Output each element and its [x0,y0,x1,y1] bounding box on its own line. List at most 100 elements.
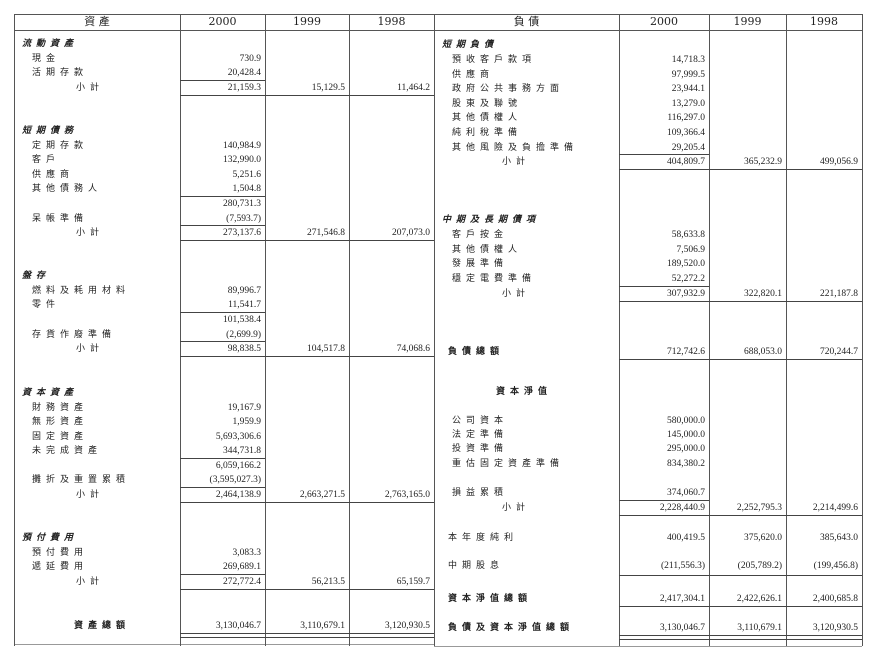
subtotal-top-rule [619,500,709,501]
value-2000: 52,272.2 [671,274,705,284]
assets-header-1999: 1999 [293,15,321,28]
row-label: 客戶按金 [452,230,509,240]
table-bottom-border [14,644,434,645]
value-2000: 21,159.3 [227,83,261,93]
row-bottom-rule [619,575,862,576]
value-1998: 3,120,930.5 [384,621,430,631]
assets-header-title: 資 產 [84,15,110,28]
value-2000: 730.9 [239,54,261,64]
row-label: 其他債權人 [452,113,523,123]
liabilities-column-divider [709,14,710,646]
value-2000: 3,130,046.7 [659,623,705,633]
value-2000: 2,464,138.9 [215,490,261,500]
value-2000: 834,380.2 [667,459,705,469]
table-bottom-border [434,646,862,647]
row-label: 存貨作廢準備 [32,330,117,340]
header-bottom-border [14,30,862,31]
row-label: 資本資產 [22,388,79,398]
value-2000: 307,932.9 [667,289,705,299]
value-1998: (199,456.8) [813,561,858,571]
value-2000: 58,633.8 [671,230,705,240]
value-1999: 56,213.5 [311,577,345,587]
row-label: 負債及資本淨值總額 [448,623,575,633]
value-1999: 3,110,679.1 [300,621,345,631]
value-2000: (2,699.9) [226,330,261,340]
value-2000: 13,279.0 [671,99,705,109]
value-2000: 3,130,046.7 [215,621,261,631]
sum-top-rule [180,312,265,313]
value-1999: 2,252,795.3 [736,503,782,513]
row-label: 其他風險及負擔準備 [452,143,579,153]
value-1999: 271,546.8 [307,228,345,238]
row-label: 中期股息 [448,561,505,571]
subtotal-top-rule [619,154,709,155]
row-bottom-rule [619,606,862,607]
value-2000: 14,718.3 [671,55,705,65]
subtotal-top-rule [180,487,265,488]
sum-top-rule [180,196,265,197]
value-2000: 295,000.0 [667,444,705,454]
value-2000: 98,838.5 [227,344,261,354]
row-label: 政府公共事務方面 [452,84,565,94]
liabilities-header-1999: 1999 [733,15,762,28]
subtotal-bottom-rule [180,240,434,241]
row-label: 純利稅準備 [452,128,523,138]
liabilities-header-title: 負 債 [513,15,540,28]
value-2000: 132,990.0 [223,155,261,165]
row-label: 小計 [502,289,531,299]
value-2000: 11,541.7 [228,300,261,310]
row-label: 燃料及耗用材料 [32,286,131,296]
value-1999: 688,053.0 [744,347,782,357]
value-2000: 2,417,304.1 [659,594,705,604]
row-label: 發展準備 [452,259,509,269]
value-2000: (211,556.3) [661,561,705,571]
row-label: 損益累積 [452,488,509,498]
row-label: 無形資產 [32,417,89,427]
value-1998: 65,159.7 [396,577,430,587]
value-1998: 2,763,165.0 [384,490,430,500]
liabilities-column-divider [619,14,620,646]
value-2000: 116,297.0 [667,113,705,123]
liabilities-column-divider [862,14,863,646]
value-1999: (205,789.2) [737,561,782,571]
value-1998: 499,056.9 [820,157,858,167]
row-label: 定期存款 [32,141,89,151]
row-label: 客戶 [32,155,61,165]
value-2000: 19,167.9 [227,403,261,413]
value-1998: 3,120,930.5 [812,623,858,633]
value-2000: 374,060.7 [667,488,705,498]
row-label: 負債總額 [448,347,505,357]
row-label: 重估固定資產準備 [452,459,565,469]
row-label: 流動資產 [22,39,79,49]
row-label: 中期及長期債項 [442,215,541,225]
row-label: 法定準備 [452,430,509,440]
subtotal-top-rule [180,80,265,81]
row-label: 資本淨值總額 [448,594,533,604]
row-label: 資本淨值 [496,387,553,397]
row-label: 攤折及重置累積 [32,475,131,485]
row-label: 短期負債 [442,40,499,50]
value-2000: 344,731.8 [223,446,261,456]
value-1999: 375,620.0 [744,533,782,543]
row-label: 本年度純利 [448,533,519,543]
value-1999: 2,663,271.5 [299,490,345,500]
value-1998: 2,400,685.8 [812,594,858,604]
row-label: 活期存款 [32,68,89,78]
subtotal-top-rule [180,574,265,575]
sum-top-rule [180,458,265,459]
value-2000: 3,083.3 [232,548,262,558]
row-label: 遞延費用 [32,562,89,572]
row-label: 小計 [76,83,105,93]
value-2000: (3,595,027.3) [209,475,261,485]
value-2000: 29,205.4 [671,143,705,153]
assets-column-divider [180,14,181,646]
subtotal-bottom-rule [180,95,434,96]
value-2000: 140,984.9 [223,141,261,151]
liabilities-header-1998: 1998 [810,15,838,28]
subtotal-top-rule [619,286,709,287]
row-label: 零件 [32,300,61,310]
row-label: 股東及聯號 [452,99,523,109]
value-2000: 145,000.0 [667,430,705,440]
value-2000: 580,000.0 [667,416,705,426]
row-label: 其他債務人 [32,184,103,194]
